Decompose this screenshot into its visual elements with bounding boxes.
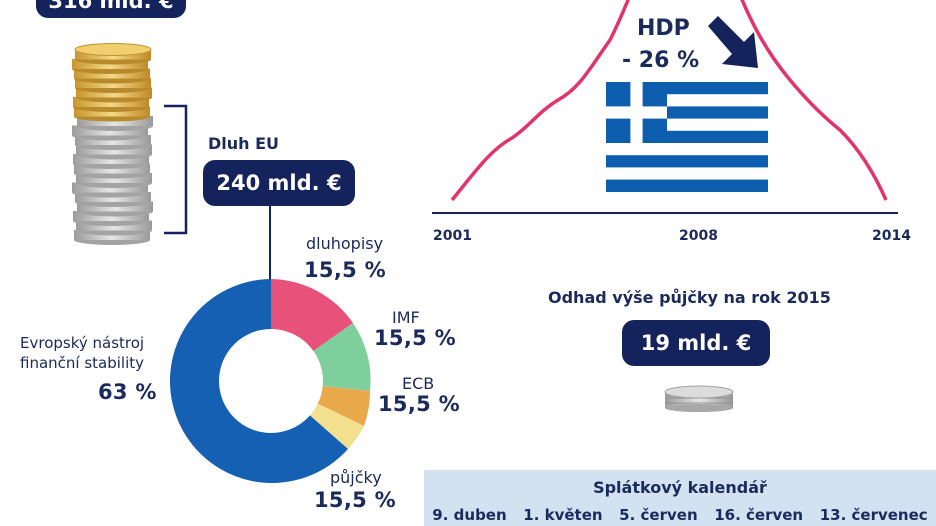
repayment-calendar: Splátkový kalendář 9. duben 1. květen 5.… (424, 470, 936, 526)
down-arrow-icon (708, 16, 758, 68)
stack-bracket (164, 104, 188, 235)
imf-label: IMF (392, 308, 420, 327)
ecb-percent: 15,5 % (378, 392, 460, 416)
loans-percent: 15,5 % (314, 488, 396, 512)
year-2001: 2001 (433, 228, 472, 244)
imf-percent: 15,5 % (374, 326, 456, 350)
debt-donut-chart (169, 279, 371, 483)
calendar-date: 16. červen (714, 506, 804, 524)
efsf-percent: 63 % (98, 380, 157, 404)
efsf-label-line2: finanční stability (20, 354, 145, 372)
bonds-percent: 15,5 % (304, 258, 386, 282)
coin-stack-small (664, 385, 734, 412)
loan-estimate-amount: 19 mld. € (640, 331, 752, 355)
calendar-date: 5. červen (619, 506, 698, 524)
loan-estimate-badge: 19 mld. € (622, 320, 770, 366)
donut-hole (219, 329, 323, 433)
gdp-label: HDP (637, 16, 690, 41)
eu-debt-connector (269, 206, 271, 282)
coin-top (74, 43, 152, 56)
ecb-label: ECB (402, 374, 435, 393)
total-amount-badge: 316 mld. € (36, 0, 186, 18)
greek-flag-icon (606, 82, 768, 192)
eu-debt-badge: 240 mld. € (203, 160, 355, 206)
calendar-date: 9. duben (432, 506, 507, 524)
eu-debt-amount: 240 mld. € (216, 171, 342, 195)
loan-estimate-label: Odhad výše půjčky na rok 2015 (548, 288, 831, 307)
loans-label: půjčky (330, 468, 382, 487)
gdp-chart (432, 0, 898, 214)
efsf-label-line1: Evropský nástroj (20, 334, 145, 352)
gdp-curve (450, 0, 888, 202)
calendar-title: Splátkový kalendář (593, 478, 767, 497)
calendar-date: 1. květen (523, 506, 603, 524)
total-amount-text: 316 mld. € (48, 0, 174, 13)
year-2014: 2014 (872, 228, 911, 244)
eu-debt-label: Dluh EU (208, 134, 280, 153)
coin-stack-large (72, 43, 153, 245)
gdp-change: - 26 % (622, 48, 700, 73)
year-2008: 2008 (679, 228, 718, 244)
calendar-dates: 9. duben 1. květen 5. červen 16. červen … (424, 506, 936, 524)
bonds-label: dluhopisy (306, 234, 384, 253)
calendar-date: 13. červenec (819, 506, 928, 524)
